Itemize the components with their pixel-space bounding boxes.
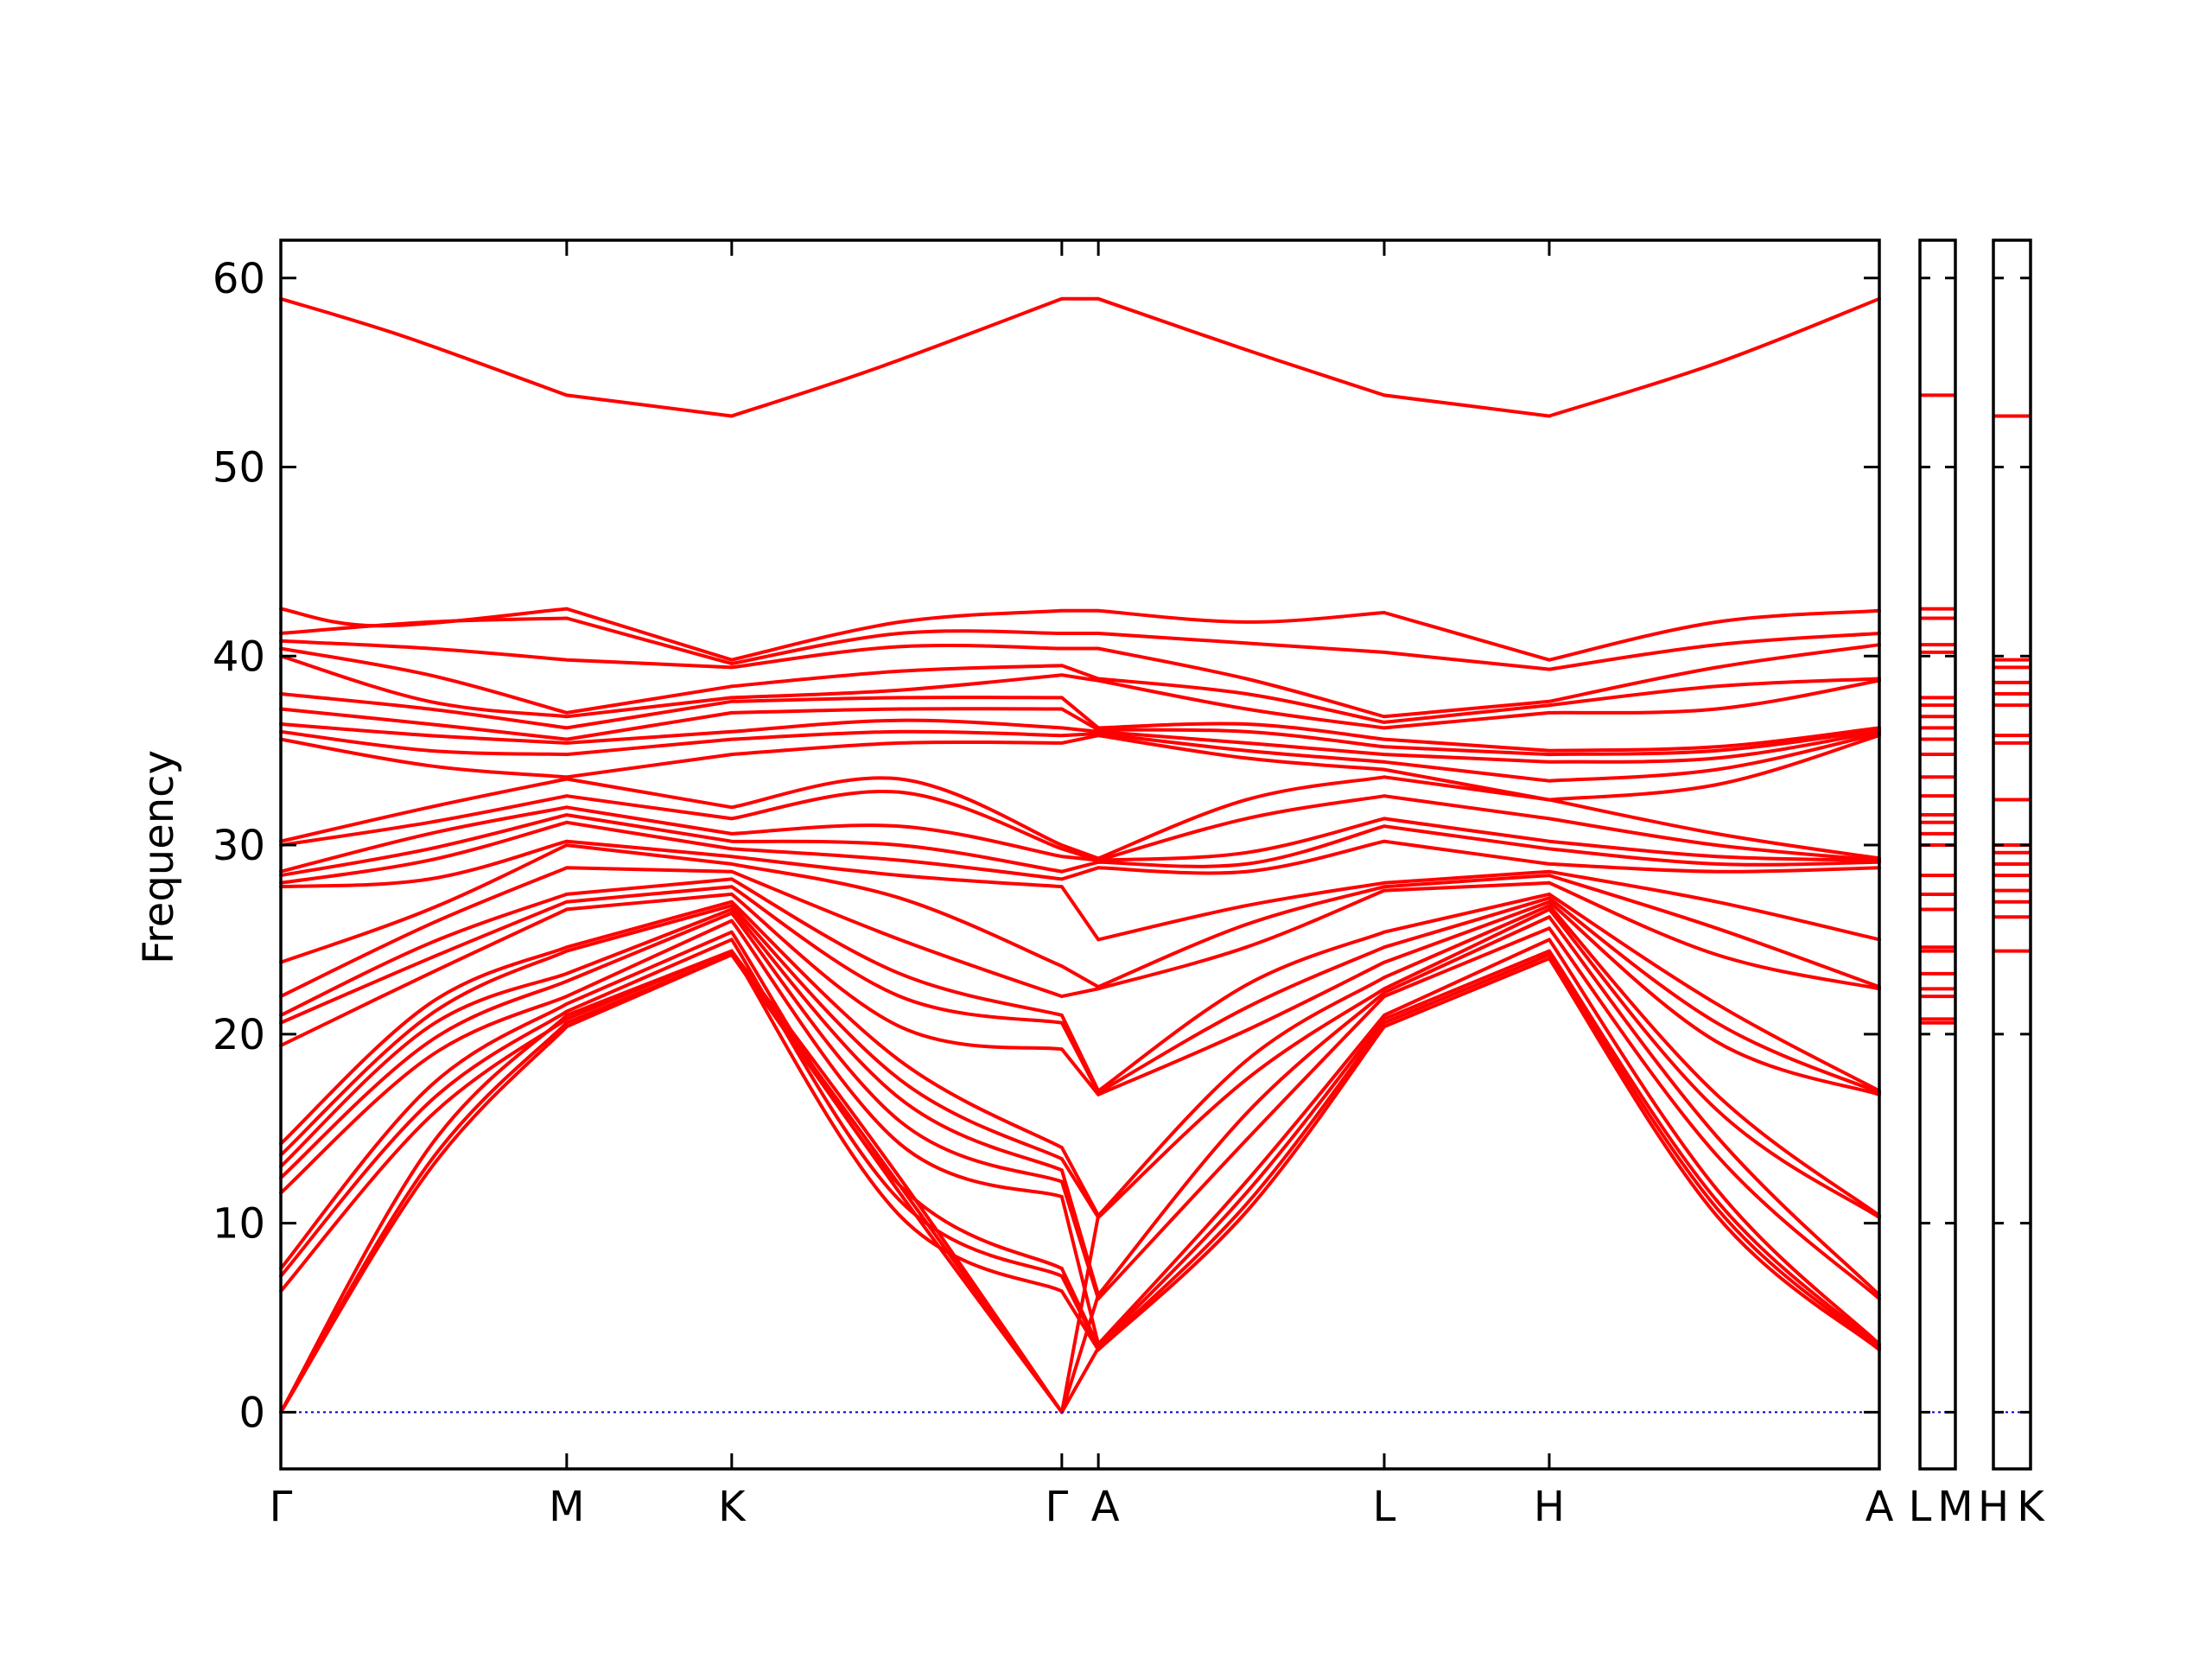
phonon-branch-21 <box>279 885 1881 1095</box>
phonon-branch-16 <box>279 820 1881 885</box>
phonon-branch-29 <box>279 938 1881 1350</box>
phonon-branch-8 <box>279 707 1881 757</box>
dispersion-curves <box>279 296 2031 1414</box>
phonon-branch-9 <box>279 718 1881 764</box>
q-point-label: K <box>718 1483 747 1531</box>
plot-frame-L–M <box>1918 238 1957 1471</box>
phonon-branch-1 <box>279 296 1881 418</box>
phonon-branch-24 <box>279 904 1881 1219</box>
phonon-branch-18 <box>279 843 1881 989</box>
y-tick-label: 40 <box>213 632 265 681</box>
phonon-branch-15 <box>279 813 1881 878</box>
phonon-branch-20 <box>279 877 1881 1093</box>
y-axis-title: Frequency <box>135 750 183 964</box>
q-point-label: K <box>2017 1483 2045 1531</box>
plot-frame-main <box>279 238 1881 1471</box>
phonon-branch-26 <box>279 911 1881 1301</box>
q-point-label: L <box>1909 1483 1932 1531</box>
q-point-label: H <box>1534 1483 1565 1531</box>
phonon-branch-6 <box>279 654 1881 730</box>
phonon-branch-22 <box>279 892 1881 1096</box>
phonon-branch-13 <box>279 790 1881 862</box>
q-point-label: Γ <box>1045 1483 1068 1531</box>
axes <box>279 238 2032 1471</box>
phonon-branch-4 <box>279 639 1881 719</box>
phonon-branch-11 <box>279 734 1881 802</box>
phonon-branch-7 <box>279 692 1881 753</box>
phonon-branch-25 <box>279 907 1881 1297</box>
y-tick-label: 50 <box>213 444 265 493</box>
phonon-branch-17 <box>279 839 1881 942</box>
y-tick-label: 20 <box>213 1011 265 1059</box>
q-point-label: M <box>549 1483 584 1531</box>
phonon-branch-3 <box>279 616 1881 671</box>
q-point-label: M <box>1937 1483 1973 1531</box>
y-tick-label: 10 <box>213 1200 265 1249</box>
y-tick-label: 0 <box>238 1389 265 1437</box>
phonon-branch-19 <box>279 866 1881 999</box>
q-point-label: L <box>1373 1483 1396 1531</box>
phonon-branch-31 <box>279 949 1101 1414</box>
phonon-branch-27 <box>279 918 1881 1346</box>
phonon-branch-33 <box>279 952 1101 1414</box>
plot-frame-H–K <box>1992 238 2032 1471</box>
y-tick-label: 60 <box>213 255 265 303</box>
q-point-label: A <box>1866 1483 1894 1531</box>
phonon-branch-32 <box>279 952 1101 1414</box>
q-point-label: A <box>1091 1483 1120 1531</box>
q-point-label: H <box>1978 1483 2009 1531</box>
phonon-branch-14 <box>279 805 1881 874</box>
phonon-branch-12 <box>279 775 1881 861</box>
phonon-branch-10 <box>279 729 1881 783</box>
y-tick-label: 30 <box>213 822 265 870</box>
q-point-label: Γ <box>270 1483 293 1531</box>
phonon-branch-23 <box>279 899 1881 1217</box>
phonon-branch-5 <box>279 646 1881 724</box>
